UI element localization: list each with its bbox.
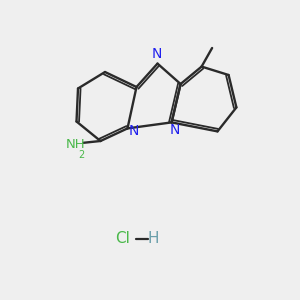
Text: 2: 2	[78, 150, 84, 160]
Text: N: N	[152, 46, 162, 61]
Text: Cl: Cl	[116, 231, 130, 246]
Text: H: H	[147, 231, 159, 246]
Text: NH: NH	[66, 137, 86, 151]
Text: N: N	[169, 123, 180, 137]
Text: N: N	[129, 124, 139, 138]
